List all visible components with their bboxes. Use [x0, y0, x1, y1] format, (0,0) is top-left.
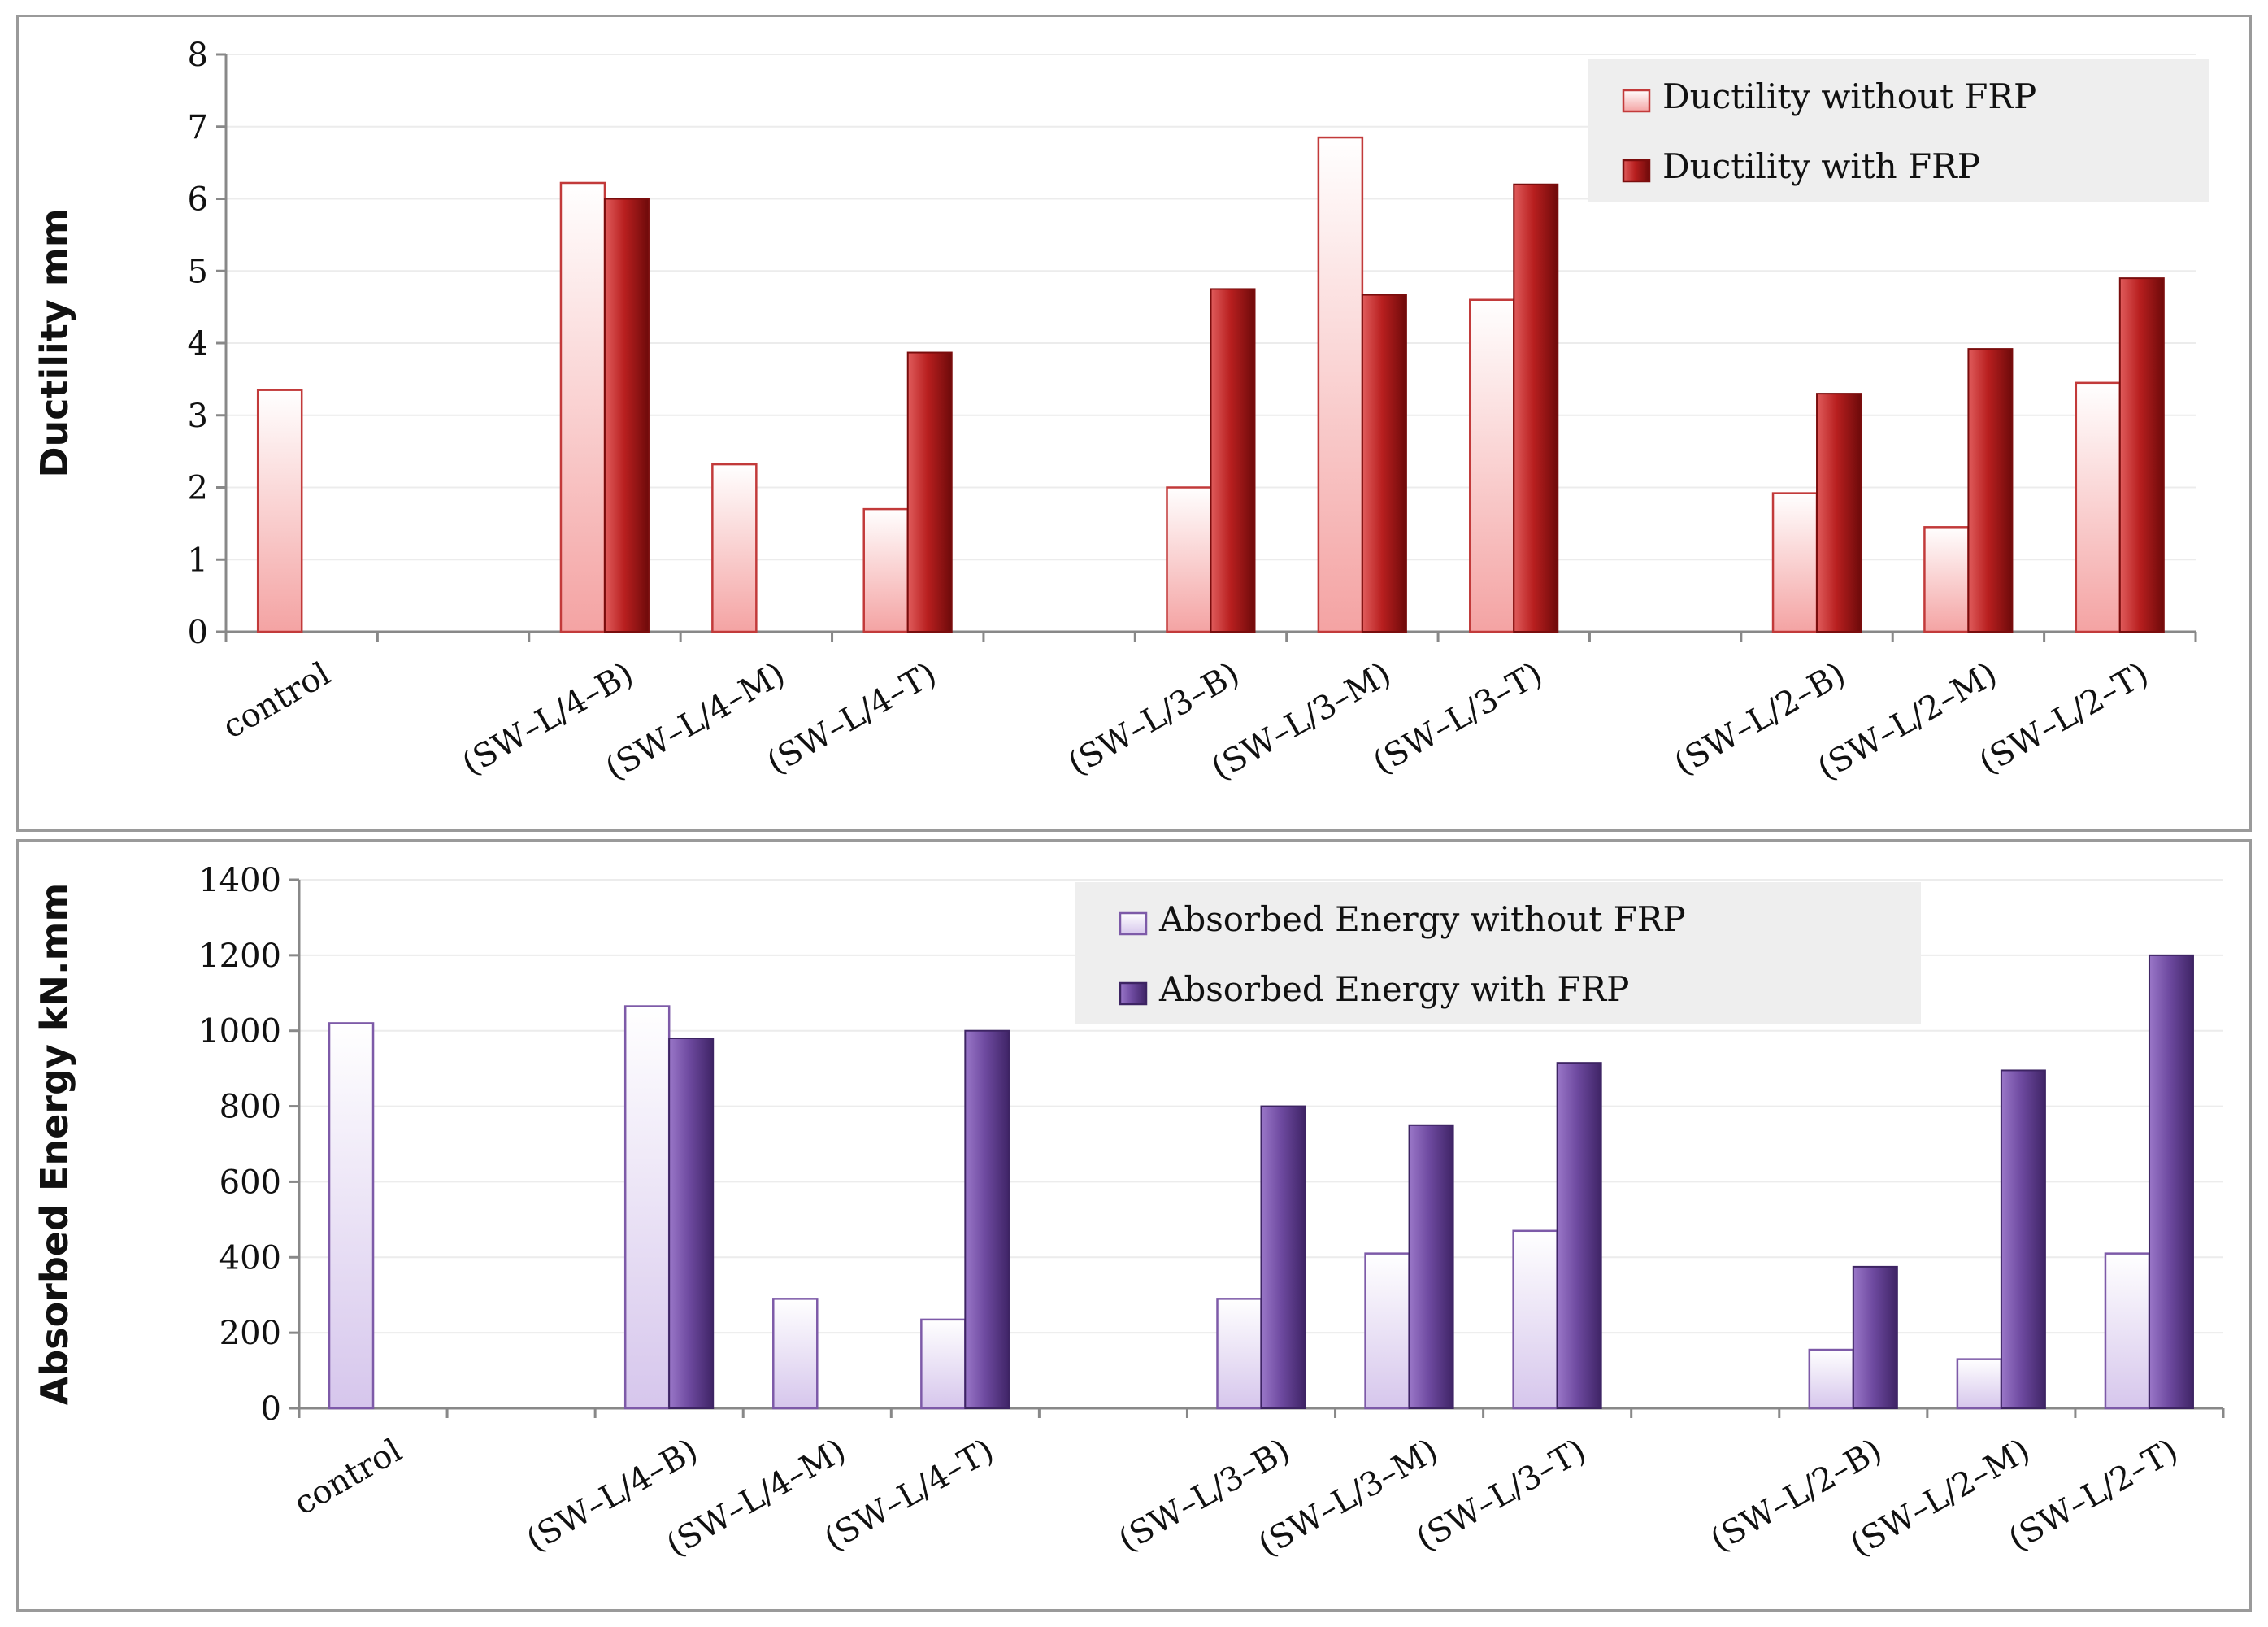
y-tick-label: 2 [188, 470, 208, 507]
bar-without-frp [1364, 1252, 1410, 1410]
bar-with-frp [603, 198, 650, 633]
ductility-chart-panel: 0 1 2 3 4 5 6 7 8 control (SW–L/4–B) (SW–L/4–M) (SW–… [16, 15, 2252, 832]
legend-swatch-with-frp [1119, 981, 1148, 1006]
legend-swatch-without-frp [1119, 911, 1148, 936]
x-category-label: (SW–L/2–T) [2002, 1432, 2184, 1559]
y-tick-label: 1200 [198, 937, 281, 975]
bar-with-frp [1967, 348, 2014, 633]
y-tick-label: 400 [219, 1239, 281, 1277]
x-category-label: (SW–L/4–T) [819, 1432, 1001, 1559]
bar-with-frp [2000, 1069, 2046, 1409]
bar-without-frp [1216, 1298, 1262, 1410]
x-category-label: control [288, 1432, 408, 1523]
y-axis-title: Absorbed Energy kN.mm [33, 883, 76, 1406]
bar-without-frp [862, 507, 909, 633]
bar-without-frp [1317, 136, 1364, 633]
bar-with-frp [2118, 277, 2165, 633]
legend-label-without-frp: Ductility without FRP [1662, 76, 2036, 116]
legend-swatch-with-frp [1622, 159, 1651, 183]
legend-box [1588, 59, 2209, 202]
bar-with-frp [964, 1029, 1010, 1409]
y-tick-label: 200 [219, 1315, 281, 1352]
x-category-label: control [216, 655, 337, 746]
bar-with-frp [1260, 1105, 1306, 1409]
legend-box [1075, 882, 1921, 1024]
y-tick-label: 1000 [198, 1013, 281, 1051]
bar-without-frp [623, 1005, 671, 1410]
y-tick-label: 7 [188, 109, 208, 146]
energy-chart-panel: 0 200 400 600 800 1000 1200 1400 control (SW–L/4–… [16, 839, 2252, 1612]
legend-swatch-without-frp [1622, 89, 1651, 113]
y-tick-label: 5 [188, 253, 208, 290]
y-tick-label: 8 [188, 37, 208, 74]
y-tick-label: 4 [188, 325, 208, 363]
bar-without-frp [1923, 526, 1970, 633]
bar-without-frp [1771, 492, 1818, 633]
bar-with-frp [906, 351, 953, 633]
bar-with-frp [1816, 393, 1862, 633]
bar-with-frp [1408, 1124, 1454, 1409]
y-tick-label: 1 [188, 542, 208, 579]
bar-without-frp [559, 181, 606, 633]
y-tick-label: 1400 [198, 862, 281, 899]
y-tick-label: 600 [219, 1164, 281, 1201]
bar-with-frp [1852, 1265, 1898, 1410]
legend-label-without-frp: Absorbed Energy without FRP [1158, 899, 1686, 939]
bar-with-frp [1556, 1062, 1602, 1409]
bar-without-frp [1956, 1358, 2003, 1410]
bar-without-frp [2104, 1252, 2151, 1410]
bar-without-frp [1512, 1229, 1558, 1410]
y-axis-title: Ductility mm [33, 208, 76, 477]
y-tick-label: 3 [188, 398, 208, 435]
bar-with-frp [1210, 288, 1256, 633]
bar-without-frp [772, 1298, 819, 1410]
bar-without-frp [2075, 381, 2122, 633]
bar-with-frp [1361, 294, 1407, 633]
y-tick-label: 0 [188, 614, 208, 651]
x-category-label: (SW–L/3–T) [1366, 655, 1549, 782]
x-category-label: (SW–L/2–T) [1973, 655, 2155, 782]
bar-without-frp [328, 1022, 375, 1410]
x-category-label: (SW–L/3–T) [1410, 1432, 1592, 1559]
bar-without-frp [920, 1318, 967, 1410]
absorbed-energy-chart: 0 200 400 600 800 1000 1200 1400 control (SW–L/4–… [33, 862, 2225, 1564]
bar-with-frp [668, 1038, 715, 1409]
x-category-label: (SW–L/4–T) [761, 655, 943, 782]
y-tick-label: 800 [219, 1089, 281, 1126]
y-tick-label: 0 [261, 1390, 281, 1428]
legend-label-with-frp: Ductility with FRP [1662, 146, 1980, 186]
bar-without-frp [256, 389, 303, 633]
bar-without-frp [1808, 1348, 1855, 1410]
bar-without-frp [1469, 298, 1515, 633]
legend-label-with-frp: Absorbed Energy with FRP [1158, 969, 1629, 1009]
bar-without-frp [711, 463, 758, 633]
bar-with-frp [2148, 954, 2194, 1410]
bar-without-frp [1166, 486, 1212, 633]
y-tick-label: 6 [188, 181, 208, 219]
bar-with-frp [1513, 183, 1559, 633]
